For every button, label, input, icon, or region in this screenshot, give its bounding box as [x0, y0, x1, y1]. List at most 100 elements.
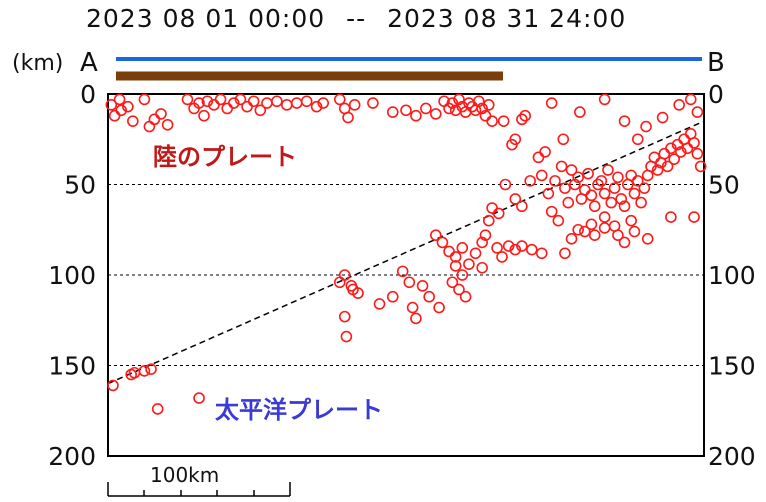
earthquake-point: [628, 225, 641, 238]
earthquake-point: [585, 218, 598, 231]
earthquake-point: [446, 276, 459, 289]
earthquake-point: [473, 95, 485, 108]
earthquake-point: [661, 160, 674, 173]
earthquake-point: [310, 100, 323, 113]
earthquake-points: [105, 93, 707, 415]
earthquake-point: [559, 247, 571, 260]
earthquake-point: [193, 97, 205, 109]
earthquake-point: [625, 214, 637, 227]
earthquake-point: [668, 153, 681, 165]
earthquake-point: [342, 111, 354, 124]
earthquake-point: [145, 363, 157, 375]
earthquake-point: [449, 251, 462, 263]
earthquake-point: [588, 200, 601, 213]
earthquake-point: [113, 93, 126, 106]
y-tick-label-left: 200: [48, 442, 96, 471]
earthquake-point: [516, 240, 528, 252]
earthquake-point: [555, 160, 568, 173]
earthquake-point: [598, 93, 611, 106]
earthquake-point: [367, 97, 379, 109]
earthquake-point: [588, 229, 601, 241]
earthquake-point: [122, 100, 134, 113]
earthquake-point: [214, 93, 227, 106]
y-tick-label-left: 100: [48, 261, 96, 290]
earthquake-point: [403, 276, 416, 289]
earthquake-point: [574, 106, 586, 118]
y-tick-label-left: 150: [48, 352, 96, 381]
earthquake-point: [317, 97, 330, 109]
earthquake-point: [338, 310, 351, 323]
earthquake-point: [582, 167, 594, 180]
earthquake-point: [459, 290, 472, 303]
earthquake-point: [615, 193, 628, 205]
earthquake-point: [496, 251, 508, 263]
scale-bar: 100km: [107, 463, 291, 497]
earthquake-point: [691, 106, 704, 118]
earthquake-point: [545, 97, 558, 109]
earthquake-point: [665, 142, 677, 155]
earthquake-point: [300, 95, 313, 108]
earthquake-point: [476, 261, 488, 274]
earthquake-point: [400, 104, 412, 117]
earthquake-point: [138, 93, 151, 106]
earthquake-point: [453, 283, 465, 296]
earthquake-point: [502, 240, 515, 252]
earthquake-point: [638, 182, 651, 194]
earthquake-point: [535, 247, 548, 260]
earthquake-point: [641, 233, 654, 245]
earthquake-point: [565, 164, 578, 176]
earthquake-point: [345, 280, 358, 292]
period-title: 2023 08 01 00:00 -- 2023 08 31 24:00: [86, 4, 626, 33]
period-start: 2023 08 01 00:00: [86, 4, 326, 33]
earthquake-point: [656, 111, 669, 124]
earthquake-point: [516, 113, 528, 126]
earthquake-point: [516, 200, 528, 213]
earthquake-point: [524, 175, 536, 187]
earthquake-point: [181, 93, 194, 106]
earthquake-point: [598, 187, 611, 200]
earthquake-point: [373, 298, 386, 310]
earthquake-point: [688, 137, 700, 149]
earthquake-point: [519, 109, 532, 122]
earthquake-point: [539, 146, 551, 158]
earthquake-point: [482, 214, 495, 227]
earthquake-point: [688, 211, 700, 223]
land-plate-label: 陸のプレート: [153, 143, 297, 171]
earthquake-point: [509, 243, 522, 256]
earthquake-point: [333, 276, 346, 289]
scale-bar-label: 100km: [150, 463, 219, 487]
earthquake-point: [476, 236, 488, 249]
depth-unit-label: (km): [12, 51, 63, 76]
earthquake-point: [105, 99, 118, 111]
earthquake-point: [569, 178, 581, 191]
earthquake-point: [562, 196, 575, 209]
earthquake-point: [482, 99, 495, 111]
earthquake-point: [155, 108, 167, 120]
earthquake-point: [542, 187, 555, 200]
earthquake-point: [572, 171, 584, 184]
earthquake-point: [499, 178, 512, 191]
earthquake-point: [436, 236, 449, 249]
earthquake-point: [585, 189, 598, 202]
earthquake-point: [557, 133, 570, 146]
earthquake-point: [107, 379, 119, 392]
earthquake-point: [254, 104, 267, 117]
earthquake-point: [651, 164, 664, 176]
y-tick-label-right: 150: [708, 352, 756, 381]
endpoint-a-label: A: [80, 48, 98, 78]
earthquake-point: [684, 93, 697, 106]
period-end: 2023 08 31 24:00: [387, 4, 627, 33]
earthquake-point: [138, 365, 151, 377]
earthquake-point: [602, 164, 614, 176]
earthquake-point: [423, 290, 435, 303]
earthquake-point: [410, 109, 422, 122]
earthquake-point: [673, 99, 685, 111]
earthquake-point: [463, 258, 475, 270]
earthquake-point: [549, 175, 561, 187]
earthquake-point: [618, 200, 631, 213]
y-tick-labels-left: 0 50 100 150 200: [48, 80, 96, 471]
earthquake-point: [608, 182, 621, 194]
earthquake-point: [578, 225, 591, 238]
earthquake-point: [420, 102, 432, 115]
